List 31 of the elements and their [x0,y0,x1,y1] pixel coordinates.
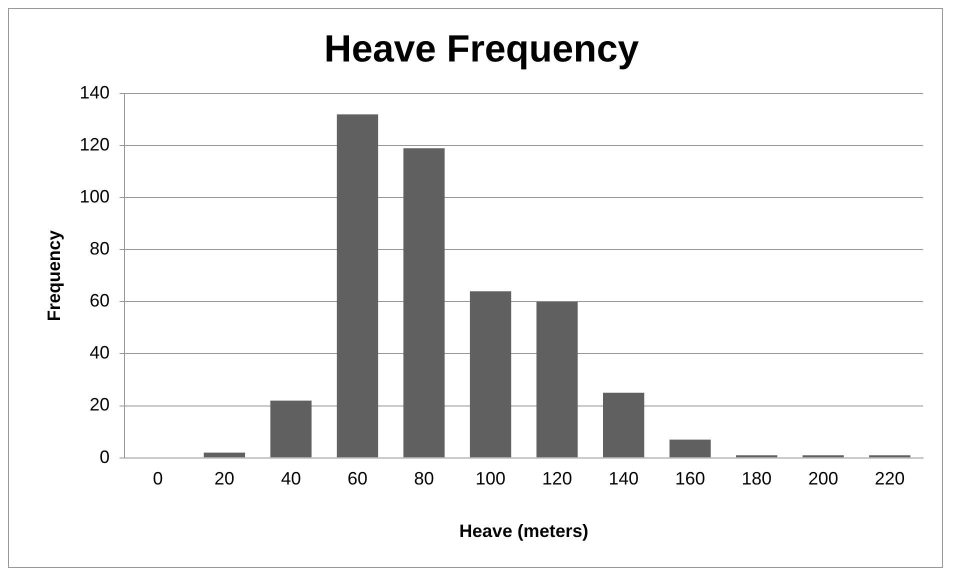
x-tick-label: 200 [808,468,838,489]
y-tick-label: 80 [90,238,110,259]
x-tick-label: 220 [874,468,905,489]
bar [470,291,512,458]
x-tick-label: 100 [476,468,506,489]
y-tick-label: 0 [100,446,110,467]
y-tick-label: 20 [90,394,110,415]
x-tick-label: 140 [608,468,639,489]
x-tick-label: 40 [280,468,301,489]
x-tick-label: 60 [347,468,368,489]
y-tick-label: 140 [80,82,110,103]
chart-title: Heave Frequency [324,28,639,70]
x-axis-title: Heave (meters) [459,521,588,542]
x-tick-label: 20 [214,468,234,489]
bar [403,148,445,458]
bar [270,400,312,458]
y-tick-label: 120 [80,134,110,155]
bar [536,302,578,458]
y-tick-label: 100 [80,186,110,207]
x-tick-label: 80 [414,468,434,489]
y-axis-title: Frequency [44,230,64,322]
bar [336,114,378,458]
bar [602,392,644,458]
x-tick-label: 0 [152,468,163,489]
y-tick-label: 40 [90,342,110,363]
x-tick-label: 120 [542,468,572,489]
x-tick-label: 160 [675,468,706,489]
bar [670,440,711,458]
bar [204,452,246,458]
x-tick-label: 180 [742,468,772,489]
y-tick-label: 60 [90,290,110,311]
